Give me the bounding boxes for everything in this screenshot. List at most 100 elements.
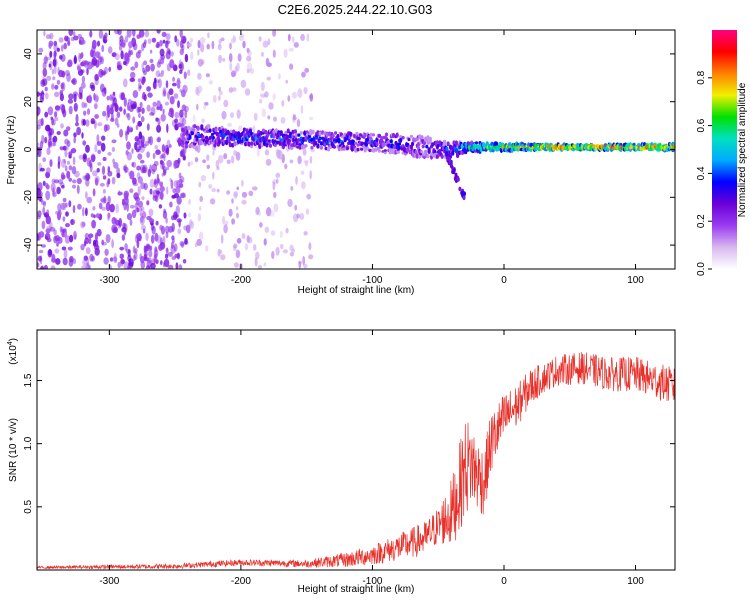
heatmap-noise-cell bbox=[179, 175, 185, 184]
heatmap-noise-cell bbox=[52, 187, 55, 197]
heatmap-noise-cell bbox=[297, 88, 303, 98]
heatmap-noise-cell bbox=[275, 149, 279, 155]
heatmap-noise-cell bbox=[101, 206, 106, 211]
heatmap-noise-cell bbox=[82, 175, 87, 180]
heatmap-ridge-cell bbox=[316, 143, 320, 149]
heatmap-noise-cell bbox=[150, 106, 156, 116]
y-tick-label: 40 bbox=[23, 48, 34, 60]
heatmap-noise-cell bbox=[128, 258, 134, 267]
heatmap-ridge-cell bbox=[413, 137, 417, 143]
heatmap-noise-cell bbox=[155, 187, 161, 195]
heatmap-noise-cell bbox=[60, 44, 64, 52]
heatmap-noise-cell bbox=[107, 152, 112, 156]
heatmap-noise-cell bbox=[65, 144, 69, 151]
heatmap-ridge-cell bbox=[297, 133, 301, 137]
heatmap-noise-cell bbox=[136, 165, 142, 171]
heatmap-noise-cell bbox=[308, 242, 312, 251]
heatmap-noise-cell bbox=[226, 190, 231, 195]
heatmap-noise-cell bbox=[57, 203, 62, 212]
heatmap-noise-cell bbox=[143, 70, 147, 76]
heatmap-noise-cell bbox=[179, 150, 184, 158]
heatmap-noise-cell bbox=[129, 188, 134, 193]
heatmap-noise-cell bbox=[146, 86, 152, 92]
heatmap-noise-cell bbox=[155, 259, 159, 265]
heatmap-noise-cell bbox=[68, 200, 72, 208]
heatmap-noise-cell bbox=[177, 83, 181, 89]
heatmap-noise-cell bbox=[306, 33, 310, 42]
heatmap-noise-cell bbox=[224, 220, 229, 226]
heatmap-noise-cell bbox=[184, 53, 189, 63]
heatmap-noise-cell bbox=[258, 36, 262, 42]
heatmap-noise-cell bbox=[116, 167, 120, 175]
heatmap-noise-cell bbox=[126, 213, 133, 221]
heatmap-noise-cell bbox=[302, 255, 306, 266]
heatmap-noise-cell bbox=[169, 95, 175, 105]
heatmap-noise-cell bbox=[117, 30, 122, 36]
heatmap-noise-cell bbox=[83, 60, 89, 68]
heatmap-noise-cell bbox=[302, 148, 307, 156]
heatmap-noise-cell bbox=[166, 147, 170, 156]
heatmap-ridge-cell bbox=[274, 128, 278, 134]
heatmap-noise-cell bbox=[114, 252, 117, 261]
heatmap-ridge-cell bbox=[302, 137, 306, 142]
heatmap-noise-cell bbox=[156, 61, 162, 68]
heatmap-noise-cell bbox=[236, 109, 241, 119]
heatmap-noise-cell bbox=[89, 163, 93, 173]
heatmap-noise-cell bbox=[284, 163, 288, 170]
heatmap-ridge-cell bbox=[231, 143, 235, 148]
heatmap-noise-cell bbox=[139, 253, 142, 261]
heatmap-noise-cell bbox=[120, 257, 124, 267]
heatmap-noise-cell bbox=[53, 40, 58, 47]
figure-title: C2E6.2025.244.22.10.G03 bbox=[278, 2, 433, 17]
heatmap-noise-cell bbox=[106, 95, 110, 101]
heatmap-noise-cell bbox=[132, 30, 136, 37]
heatmap-noise-cell bbox=[141, 62, 145, 70]
heatmap-noise-cell bbox=[184, 109, 188, 119]
heatmap-ridge-cell bbox=[335, 138, 339, 143]
heatmap-noise-cell bbox=[218, 95, 221, 101]
heatmap-noise-cell bbox=[290, 186, 294, 191]
heatmap-noise-cell bbox=[235, 206, 239, 211]
heatmap-noise-cell bbox=[60, 123, 64, 129]
heatmap-noise-cell bbox=[82, 154, 88, 163]
heatmap-noise-cell bbox=[162, 108, 165, 115]
heatmap-noise-cell bbox=[114, 117, 119, 126]
x-tick-label: 100 bbox=[627, 576, 644, 587]
heatmap-noise-cell bbox=[144, 39, 147, 45]
heatmap-ridge-cell bbox=[236, 139, 241, 144]
heatmap-noise-cell bbox=[235, 151, 241, 161]
heatmap-noise-cell bbox=[125, 55, 130, 63]
heatmap-noise-cell bbox=[87, 94, 93, 104]
heatmap-noise-cell bbox=[231, 218, 236, 225]
heatmap-noise-cell bbox=[241, 199, 247, 205]
heatmap-noise-cell bbox=[289, 251, 294, 257]
heatmap-noise-cell bbox=[147, 92, 153, 98]
heatmap-noise-cell bbox=[301, 181, 306, 190]
heatmap-noise-cell bbox=[277, 73, 281, 80]
heatmap-noise-cell bbox=[77, 65, 81, 72]
heatmap-noise-cell bbox=[45, 228, 51, 234]
heatmap-noise-cell bbox=[53, 229, 57, 236]
heatmap-tail-cell bbox=[462, 195, 466, 201]
heatmap-noise-cell bbox=[37, 142, 40, 147]
heatmap-noise-cell bbox=[279, 230, 283, 239]
heatmap-noise-cell bbox=[176, 80, 181, 85]
heatmap-ridge-cell bbox=[421, 144, 425, 149]
heatmap-noise-cell bbox=[100, 70, 107, 76]
heatmap-noise-cell bbox=[107, 178, 111, 185]
heatmap-noise-cell bbox=[104, 248, 109, 256]
y-tick-label: -40 bbox=[23, 237, 34, 252]
heatmap-noise-cell bbox=[106, 104, 110, 114]
heatmap-ridge-cell bbox=[375, 137, 379, 143]
heatmap-noise-cell bbox=[220, 254, 226, 261]
heatmap-ridge-cell bbox=[267, 139, 271, 143]
heatmap-noise-cell bbox=[231, 87, 237, 92]
heatmap-noise-cell bbox=[206, 43, 210, 50]
heatmap-noise-cell bbox=[158, 204, 163, 209]
heatmap-noise-cell bbox=[196, 145, 201, 154]
heatmap-ridge-cell bbox=[394, 140, 398, 146]
heatmap-ridge-cell bbox=[196, 125, 200, 131]
heatmap-noise-cell bbox=[76, 126, 81, 136]
heatmap-noise-cell bbox=[146, 151, 151, 158]
heatmap-noise-cell bbox=[84, 174, 87, 181]
